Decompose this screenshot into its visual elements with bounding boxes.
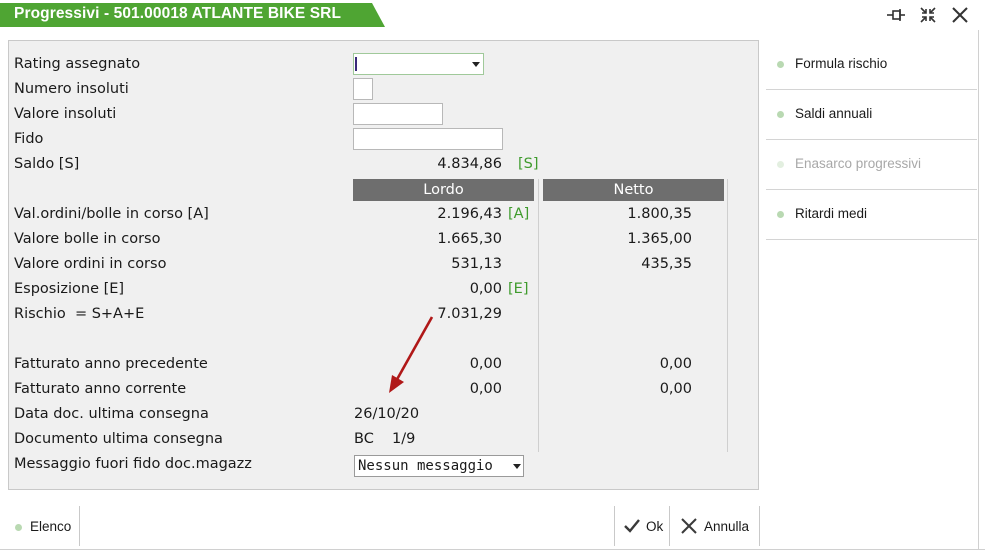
- window-border-right: [978, 30, 979, 550]
- fatturato-corr-label: Fatturato anno corrente: [14, 381, 187, 397]
- bullet-icon: [777, 211, 784, 218]
- side-item-enasarco-progressivi: Enasarco progressivi: [766, 140, 977, 190]
- elenco-button[interactable]: Elenco: [8, 506, 80, 546]
- annulla-button[interactable]: Annulla: [672, 506, 760, 546]
- column-divider: [538, 179, 539, 452]
- val-ordini-bolle-label: Val.ordini/bolle in corso [A]: [14, 206, 209, 222]
- fatturato-prec-netto: 0,00: [659, 356, 692, 372]
- valore-bolle-lordo: 1.665,30: [437, 231, 502, 247]
- rating-select[interactable]: [353, 53, 484, 75]
- column-header-netto: Netto: [543, 179, 724, 201]
- valore-insoluti-field[interactable]: [353, 103, 443, 125]
- text-caret: [355, 57, 357, 71]
- annotation-arrow-icon: [389, 316, 434, 393]
- data-doc-label: Data doc. ultima consegna: [14, 406, 209, 422]
- esposizione-tag: [E]: [508, 281, 529, 297]
- check-icon: [623, 518, 641, 538]
- ok-button[interactable]: Ok: [614, 506, 670, 546]
- title-bar: Progressivi - 501.00018 ATLANTE BIKE SRL: [0, 0, 985, 30]
- elenco-label: Elenco: [30, 519, 72, 534]
- messaggio-label: Messaggio fuori fido doc.magazz: [14, 456, 252, 472]
- bullet-icon: [777, 111, 784, 118]
- side-item-label: Ritardi medi: [795, 206, 868, 221]
- close-icon[interactable]: [949, 4, 971, 26]
- data-doc-value: 26/10/20: [354, 406, 420, 422]
- annulla-label: Annulla: [704, 519, 750, 534]
- numero-insoluti-field[interactable]: [353, 78, 373, 100]
- val-ordini-bolle-tag: [A]: [508, 206, 530, 222]
- bullet-icon: [15, 524, 22, 531]
- bullet-icon: [777, 61, 784, 68]
- saldo-value: 4.834,86: [437, 156, 502, 172]
- documento-label: Documento ultima consegna: [14, 431, 223, 447]
- chevron-down-icon: [513, 464, 521, 469]
- side-item-saldi-annuali[interactable]: Saldi annuali: [766, 90, 977, 140]
- documento-type: BC: [354, 431, 374, 447]
- val-ordini-bolle-lordo: 2.196,43: [437, 206, 502, 222]
- valore-ordini-netto: 435,35: [641, 256, 692, 272]
- footer-bar: Elenco Ok Annulla: [0, 500, 985, 553]
- pin-icon[interactable]: [885, 4, 907, 26]
- esposizione-lordo: 0,00: [469, 281, 502, 297]
- saldo-label: Saldo [S]: [14, 156, 80, 172]
- title-tab: [0, 3, 385, 27]
- messaggio-select[interactable]: Nessun messaggio: [354, 455, 524, 477]
- side-item-label: Enasarco progressivi: [795, 156, 922, 171]
- esposizione-label: Esposizione [E]: [14, 281, 125, 297]
- window-title: Progressivi - 501.00018 ATLANTE BIKE SRL: [14, 5, 342, 22]
- ok-label: Ok: [646, 519, 664, 534]
- fido-field[interactable]: [353, 128, 503, 150]
- valore-bolle-label: Valore bolle in corso: [14, 231, 161, 247]
- side-item-label: Saldi annuali: [795, 106, 873, 121]
- fatturato-corr-netto: 0,00: [659, 381, 692, 397]
- side-item-label: Formula rischio: [795, 56, 888, 71]
- column-divider-right: [727, 179, 728, 452]
- side-menu: Formula rischio Saldi annuali Enasarco p…: [766, 40, 977, 240]
- title-icons: [885, 4, 971, 26]
- fatturato-prec-label: Fatturato anno precedente: [14, 356, 208, 372]
- rischio-label: Rischio = S+A+E: [14, 306, 145, 322]
- valore-bolle-netto: 1.365,00: [627, 231, 692, 247]
- chevron-down-icon: [472, 62, 480, 67]
- rating-label: Rating assegnato: [14, 56, 141, 72]
- valore-ordini-label: Valore ordini in corso: [14, 256, 167, 272]
- val-ordini-bolle-netto: 1.800,35: [627, 206, 692, 222]
- collapse-icon[interactable]: [917, 4, 939, 26]
- saldo-tag: [S]: [518, 156, 539, 172]
- window-border-bottom: [0, 549, 985, 550]
- documento-number: 1/9: [392, 431, 416, 447]
- numero-insoluti-label: Numero insoluti: [14, 81, 129, 97]
- progressivi-panel: Rating assegnato Numero insoluti Valore …: [8, 40, 759, 490]
- bullet-icon: [777, 161, 784, 168]
- valore-insoluti-label: Valore insoluti: [14, 106, 117, 122]
- side-item-formula-rischio[interactable]: Formula rischio: [766, 40, 977, 90]
- valore-ordini-lordo: 531,13: [451, 256, 502, 272]
- messaggio-value: Nessun messaggio: [358, 458, 493, 474]
- fatturato-prec-lordo: 0,00: [469, 356, 502, 372]
- column-header-lordo: Lordo: [353, 179, 534, 201]
- fatturato-corr-lordo: 0,00: [469, 381, 502, 397]
- cancel-icon: [680, 518, 698, 538]
- fido-label: Fido: [14, 131, 44, 147]
- rischio-lordo: 7.031,29: [437, 306, 502, 322]
- side-item-ritardi-medi[interactable]: Ritardi medi: [766, 190, 977, 240]
